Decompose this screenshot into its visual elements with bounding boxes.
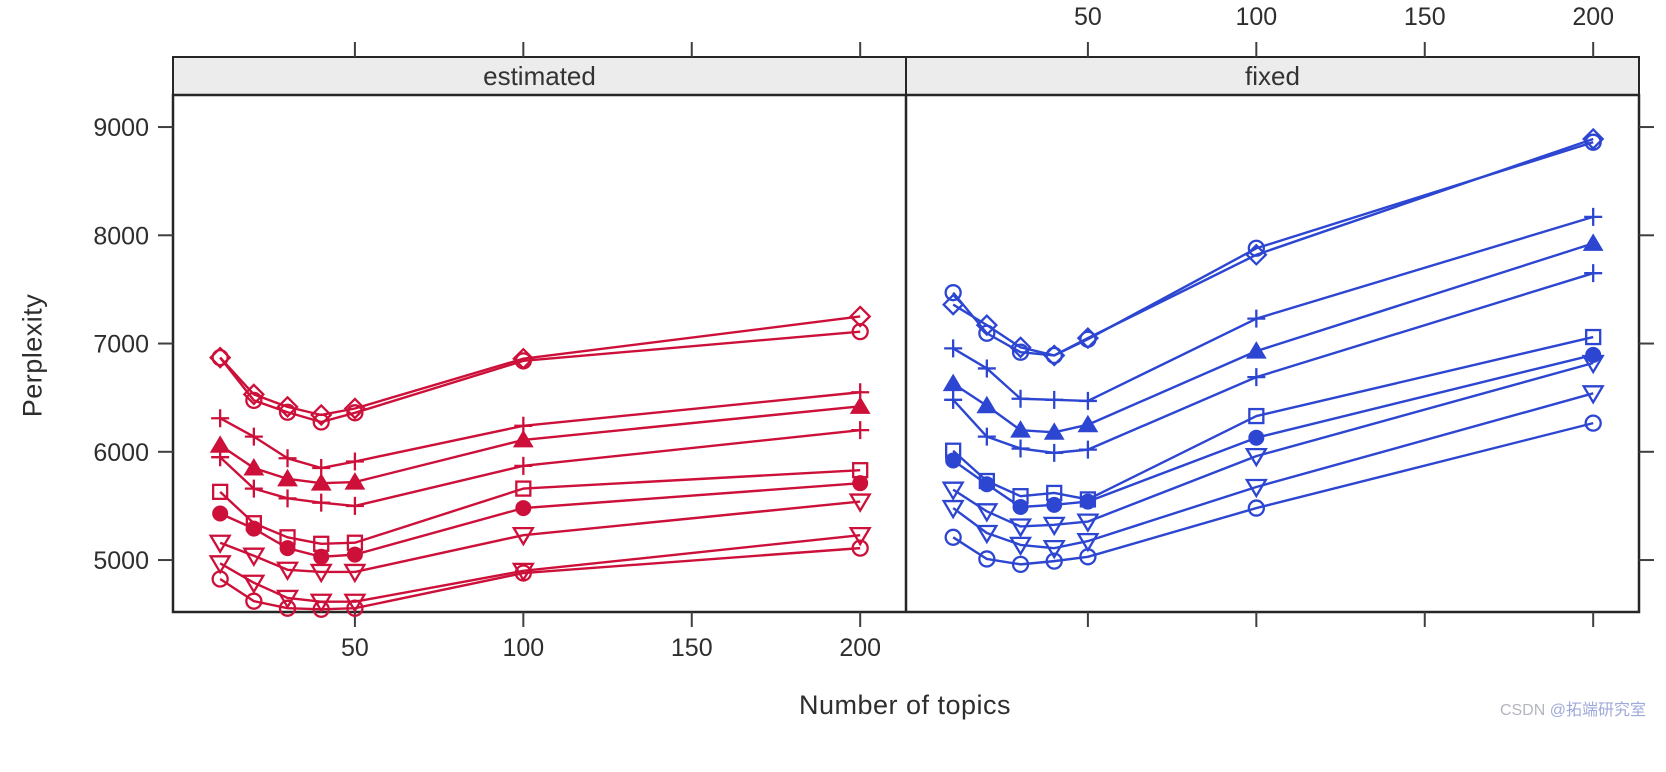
- series-fixed-fold-7-circle-filled: [945, 346, 1602, 515]
- panel-fixed: [941, 127, 1605, 574]
- series-estimated-fold-4-triangle-filled: [209, 396, 871, 491]
- series-fixed-fold-2-diamond-open: [942, 127, 1605, 367]
- watermark-user: @拓端研究室: [1549, 702, 1646, 719]
- series-fixed-fold-8-triangle-down-open: [941, 354, 1605, 538]
- axes: 50 100 150 200 50 100 150 200 5000 6000 7000 8000 90…: [93, 3, 1654, 662]
- axis-tick-label: 200: [1572, 3, 1614, 31]
- series-fixed-fold-4-triangle-filled: [942, 233, 1604, 440]
- axis-tick-label: 8000: [93, 222, 149, 250]
- series-estimated-fold-8-triangle-down-open: [208, 493, 872, 584]
- axis-tick-label: 9000: [93, 114, 149, 142]
- panel-estimated: [208, 305, 872, 618]
- series-estimated-fold-10-circle-open: [211, 539, 869, 618]
- x-axis-title: Number of topics: [798, 690, 1012, 720]
- watermark: CSDN @拓端研究室: [1500, 696, 1646, 720]
- axis-tick-label: 6000: [93, 439, 149, 467]
- axis-tick-label: 50: [341, 634, 369, 662]
- axis-tick-label: 100: [1235, 3, 1277, 31]
- panel-strip-estimated: estimated: [172, 56, 907, 96]
- series-estimated-fold-5-plus: [211, 421, 870, 515]
- axis-tick-label: 50: [1074, 3, 1102, 31]
- panel-strip-label: estimated: [483, 61, 596, 91]
- watermark-brand: CSDN: [1499, 702, 1546, 719]
- axis-tick-label: 100: [502, 634, 544, 662]
- y-axis-title: Perplexity: [17, 293, 48, 418]
- axis-tick-label: 7000: [93, 331, 149, 359]
- plot-borders: [171, 93, 1641, 614]
- series-estimated-fold-7-circle-filled: [212, 475, 869, 565]
- panel-strip-fixed: fixed: [905, 56, 1640, 96]
- axis-tick-label: 150: [671, 634, 713, 662]
- axis-tick-label: 5000: [93, 547, 149, 575]
- series-estimated-fold-2-diamond-open: [209, 305, 872, 427]
- series-fixed-fold-3-plus: [944, 207, 1603, 410]
- axis-tick-label: 200: [839, 634, 881, 662]
- axis-tick-label: 150: [1404, 3, 1446, 31]
- series-fixed-fold-5-plus: [944, 264, 1603, 462]
- series-fixed-fold-9-triangle-down-open: [941, 385, 1605, 560]
- series-fixed-fold-10-circle-open: [944, 414, 1602, 574]
- panel-strip-label: fixed: [1245, 61, 1300, 91]
